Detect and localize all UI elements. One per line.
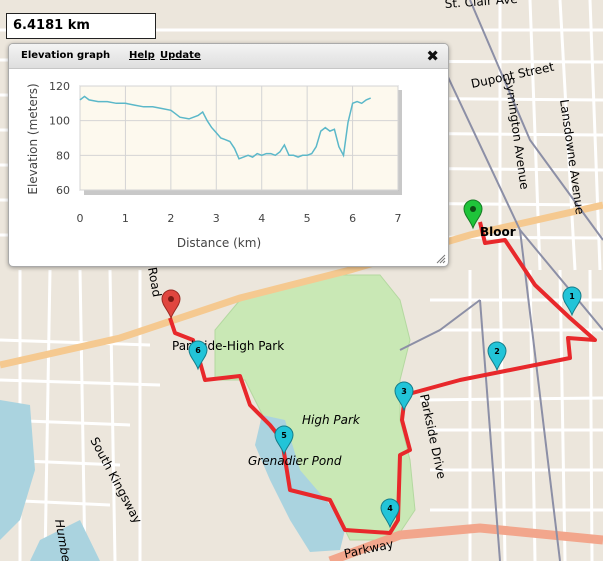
humber-river bbox=[0, 400, 35, 540]
grenadier-pond bbox=[255, 415, 345, 552]
panel-title: Elevation graph bbox=[21, 50, 111, 61]
y-tick-label: 120 bbox=[49, 80, 70, 93]
waypoint-label-3: 3 bbox=[401, 387, 407, 396]
x-tick-label: 6 bbox=[349, 212, 356, 225]
waypoint-label-1: 1 bbox=[569, 292, 575, 301]
park-area bbox=[214, 274, 416, 541]
elevation-chart: 60 80 100 120 0 1 2 3 4 5 6 7 Distance (km) Elevat… bbox=[26, 80, 402, 250]
map-label-bloor: Bloor bbox=[480, 225, 516, 239]
waypoint-marker-6[interactable]: 6 bbox=[188, 340, 208, 371]
waypoint-marker-2[interactable]: 2 bbox=[487, 341, 507, 372]
highway bbox=[328, 523, 603, 561]
bloor-street bbox=[0, 201, 603, 369]
x-axis-label: Distance (km) bbox=[177, 236, 261, 250]
help-link[interactable]: Help bbox=[129, 50, 155, 61]
start-marker[interactable] bbox=[463, 199, 483, 230]
waypoint-marker-3[interactable]: 3 bbox=[394, 381, 414, 412]
resize-grip-icon[interactable] bbox=[436, 254, 446, 264]
elevation-series-line bbox=[79, 95, 371, 160]
waypoint-label-2: 2 bbox=[494, 347, 500, 356]
x-tick-label: 5 bbox=[304, 212, 311, 225]
x-tick-label: 1 bbox=[122, 212, 129, 225]
chart-grid bbox=[79, 85, 399, 191]
elevation-graph-panel: Elevation graph Help Update ✖ 60 80 100 120… bbox=[8, 43, 449, 267]
x-tick-label: 2 bbox=[167, 212, 174, 225]
map-label-st-clair: St. Clair Ave bbox=[444, 0, 518, 11]
chart-plot-area bbox=[79, 85, 399, 191]
map-label-grenadier-pond: Grenadier Pond bbox=[248, 454, 342, 468]
waypoint-marker-5[interactable]: 5 bbox=[274, 425, 294, 456]
chart-x-ticks: 0 1 2 3 4 5 6 7 bbox=[77, 212, 402, 225]
x-tick-label: 3 bbox=[213, 212, 220, 225]
end-marker[interactable] bbox=[161, 289, 181, 320]
route-line bbox=[168, 221, 597, 535]
chart-y-ticks: 60 80 100 120 bbox=[49, 80, 70, 197]
y-axis-label: Elevation (meters) bbox=[26, 83, 40, 194]
panel-header[interactable]: Elevation graph Help Update ✖ bbox=[9, 44, 448, 69]
x-tick-label: 7 bbox=[395, 212, 402, 225]
map-label-high-park: High Park bbox=[302, 413, 361, 427]
close-icon[interactable]: ✖ bbox=[426, 47, 439, 65]
y-tick-label: 60 bbox=[56, 184, 70, 197]
waypoint-label-6: 6 bbox=[195, 346, 201, 355]
waypoint-label-5: 5 bbox=[281, 431, 287, 440]
waypoint-label-4: 4 bbox=[387, 504, 393, 513]
lake-shore bbox=[30, 520, 100, 561]
distance-readout: 6.4181 km bbox=[6, 13, 156, 39]
x-tick-label: 0 bbox=[77, 212, 84, 225]
rail-lines bbox=[399, 0, 603, 561]
waypoint-marker-1[interactable]: 1 bbox=[562, 286, 582, 317]
y-tick-label: 80 bbox=[56, 149, 70, 162]
map-label-road: Road bbox=[145, 266, 164, 298]
update-link[interactable]: Update bbox=[160, 50, 201, 61]
y-tick-label: 100 bbox=[49, 115, 70, 128]
x-tick-label: 4 bbox=[258, 212, 265, 225]
waypoint-marker-4[interactable]: 4 bbox=[380, 498, 400, 529]
